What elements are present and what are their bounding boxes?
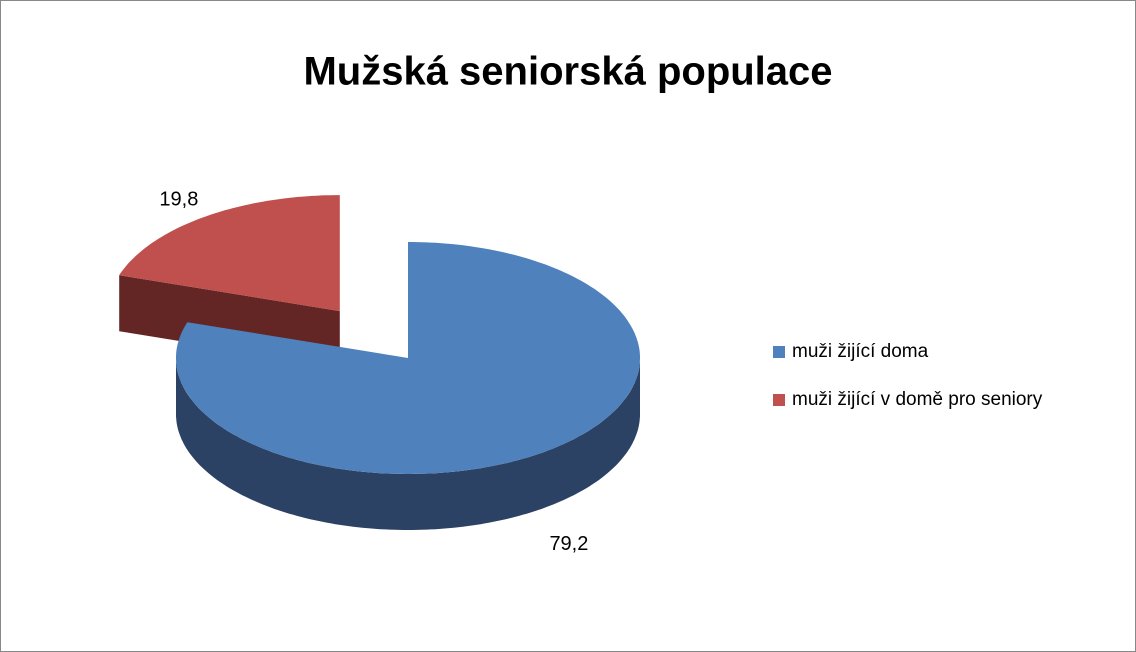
slice	[119, 195, 340, 312]
legend-swatch	[773, 394, 785, 406]
legend-label: muži žijící v domě pro seniory	[792, 389, 1043, 410]
slice-side	[176, 358, 640, 530]
data-label: 19,8	[159, 189, 198, 211]
legend-label: muži žijící doma	[792, 341, 929, 362]
legend-swatch	[773, 346, 785, 358]
chart-title: Mužská seniorská populace	[303, 50, 832, 94]
data-label: 79,2	[549, 533, 588, 555]
slice	[176, 242, 640, 474]
